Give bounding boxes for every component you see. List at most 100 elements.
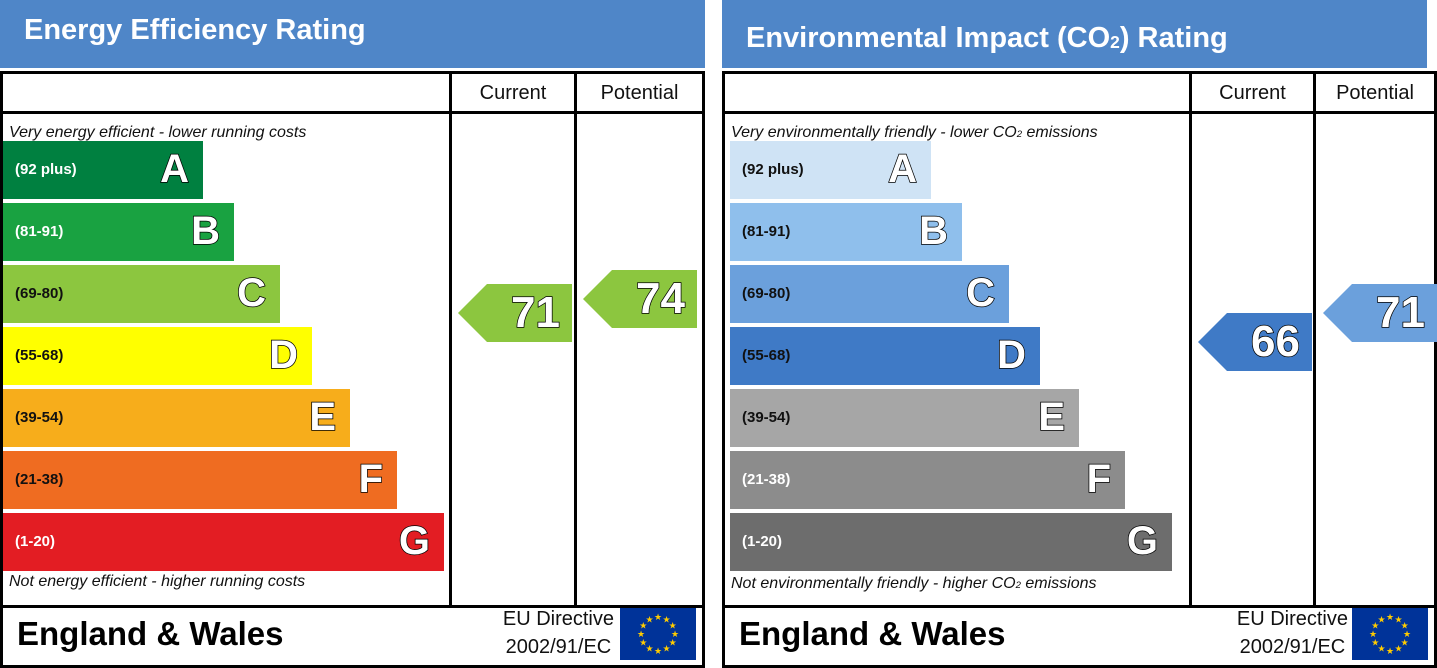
band-letter: A xyxy=(159,146,189,192)
chart-title: Energy Efficiency Rating xyxy=(24,14,366,46)
directive-line-1: EU Directive xyxy=(1236,608,1348,630)
eu-star-icon: ★ xyxy=(1369,630,1377,640)
band-letter: F xyxy=(1086,456,1112,502)
eu-star-icon: ★ xyxy=(1371,622,1379,632)
column-divider xyxy=(574,74,577,605)
top-caption-main: Very environmentally friendly - lower CO xyxy=(731,124,1017,141)
band-range-label: (55-68) xyxy=(15,347,64,364)
band-range-label: (81-91) xyxy=(742,223,791,240)
current-rating-arrow: 66 xyxy=(1198,313,1312,371)
band-f: (21-38) F xyxy=(730,451,1125,509)
band-d: (55-68) D xyxy=(730,327,1040,385)
eu-star-icon: ★ xyxy=(1371,639,1379,649)
band-c: (69-80) C xyxy=(3,265,280,323)
rating-frame: Current Potential Very environmentally f… xyxy=(722,71,1437,668)
potential-rating-value: 74 xyxy=(635,273,685,324)
eu-star-icon: ★ xyxy=(654,647,662,657)
eu-directive: EU Directive 2002/91/EC xyxy=(1237,605,1348,661)
band-range-label: (39-54) xyxy=(15,409,64,426)
eu-star-icon: ★ xyxy=(637,630,645,640)
footer-divider xyxy=(3,605,702,608)
band-letter: E xyxy=(309,394,337,440)
band-letter: E xyxy=(1038,394,1066,440)
eu-star-icon: ★ xyxy=(669,639,677,649)
eu-star-icon: ★ xyxy=(1386,613,1394,623)
title-main: Environmental Impact (CO xyxy=(746,22,1111,54)
column-divider xyxy=(1313,74,1316,605)
band-letter: G xyxy=(1126,518,1159,564)
potential-rating-arrow: 71 xyxy=(1323,284,1437,342)
top-caption-end: emissions xyxy=(1022,124,1098,141)
current-rating-value: 66 xyxy=(1250,316,1300,367)
band-letter: A xyxy=(887,146,917,192)
column-divider xyxy=(449,74,452,605)
band-letter: D xyxy=(996,332,1026,378)
title-subscript: 2 xyxy=(1110,31,1120,52)
band-letter: G xyxy=(398,518,431,564)
environmental-impact-panel: Environmental Impact (CO2) Rating Curren… xyxy=(722,0,1437,668)
eu-star-icon: ★ xyxy=(639,639,647,649)
title-bar: Environmental Impact (CO2) Rating xyxy=(722,0,1427,68)
top-caption: Very energy efficient - lower running co… xyxy=(9,124,307,141)
band-range-label: (55-68) xyxy=(742,347,791,364)
band-d: (55-68) D xyxy=(3,327,312,385)
band-e: (39-54) E xyxy=(3,389,350,447)
directive-line-2: 2002/91/EC xyxy=(505,636,612,658)
header-divider xyxy=(725,111,1434,114)
band-letter: C xyxy=(965,270,995,316)
directive-line-2: 2002/91/EC xyxy=(1239,636,1346,658)
chart-title: Environmental Impact (CO2) Rating xyxy=(746,22,1228,55)
band-g: (1-20) G xyxy=(730,513,1172,571)
band-letter: B xyxy=(190,208,220,254)
eu-directive: EU Directive 2002/91/EC xyxy=(503,605,614,661)
eu-star-icon: ★ xyxy=(1401,639,1409,649)
potential-rating-value: 71 xyxy=(1375,287,1425,338)
eu-star-icon: ★ xyxy=(1401,622,1409,632)
band-range-label: (1-20) xyxy=(742,533,783,550)
band-b: (81-91) B xyxy=(3,203,234,261)
band-c: (69-80) C xyxy=(730,265,1009,323)
band-range-label: (69-80) xyxy=(15,285,64,302)
eu-star-icon: ★ xyxy=(645,615,653,625)
eu-star-icon: ★ xyxy=(1377,645,1385,655)
current-rating-value: 71 xyxy=(510,287,560,338)
bottom-caption-subscript: 2 xyxy=(1015,580,1021,592)
eu-star-icon: ★ xyxy=(1394,645,1402,655)
eu-star-icon: ★ xyxy=(654,613,662,623)
title-end: ) Rating xyxy=(1119,22,1228,54)
eu-flag-icon: ★ ★ ★ ★ ★ ★ ★ ★ ★ ★ ★ ★ xyxy=(620,608,696,660)
current-column-header: Current xyxy=(1219,82,1286,104)
region-label: England & Wales xyxy=(17,615,284,652)
eu-star-icon: ★ xyxy=(662,645,670,655)
top-caption: Very environmentally friendly - lower CO… xyxy=(731,124,1098,142)
bottom-caption: Not energy efficient - higher running co… xyxy=(9,573,306,590)
bottom-caption-end: emissions xyxy=(1020,575,1097,592)
band-range-label: (92 plus) xyxy=(742,161,804,178)
band-range-label: (21-38) xyxy=(15,471,64,488)
title-bar: Energy Efficiency Rating xyxy=(0,0,705,68)
potential-column-header: Potential xyxy=(600,82,679,104)
eu-star-icon: ★ xyxy=(1394,615,1402,625)
band-range-label: (81-91) xyxy=(15,223,64,240)
directive-line-1: EU Directive xyxy=(502,608,614,630)
band-b: (81-91) B xyxy=(730,203,962,261)
band-g: (1-20) G xyxy=(3,513,444,571)
footer-divider xyxy=(725,605,1434,608)
band-e: (39-54) E xyxy=(730,389,1079,447)
band-f: (21-38) F xyxy=(3,451,397,509)
eu-star-icon: ★ xyxy=(671,630,679,640)
band-range-label: (1-20) xyxy=(15,533,56,550)
band-a: (92 plus) A xyxy=(3,141,203,199)
bottom-caption-main: Not environmentally friendly - higher CO xyxy=(731,575,1016,592)
band-range-label: (92 plus) xyxy=(15,161,77,178)
region-label: England & Wales xyxy=(739,615,1006,652)
eu-star-icon: ★ xyxy=(1386,647,1394,657)
eu-star-icon: ★ xyxy=(639,622,647,632)
eu-star-icon: ★ xyxy=(669,622,677,632)
eu-star-icon: ★ xyxy=(645,645,653,655)
eu-star-icon: ★ xyxy=(1403,630,1411,640)
energy-efficiency-panel: Energy Efficiency Rating Current Potenti… xyxy=(0,0,705,668)
top-caption-subscript: 2 xyxy=(1016,129,1023,141)
current-rating-arrow: 71 xyxy=(458,284,572,342)
band-letter: D xyxy=(268,332,298,378)
